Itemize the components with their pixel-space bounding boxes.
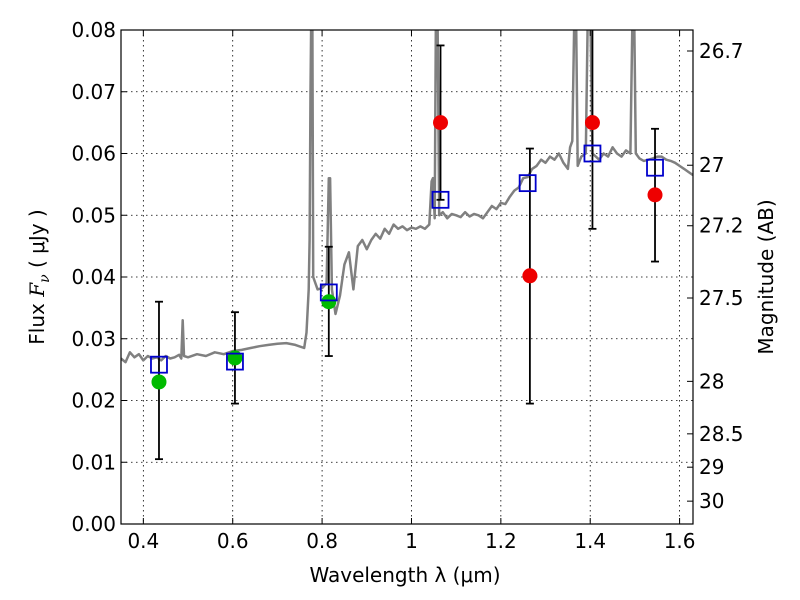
x-tick-label: 1.4 (574, 529, 606, 553)
errorbars (150, 30, 664, 461)
model-box-marker (583, 144, 602, 163)
y-axis-label-suffix: ( μJy ) (25, 209, 49, 274)
right-axis-label: Magnitude (AB) (754, 199, 778, 354)
model-box-marker (319, 283, 338, 302)
x-tick-label: 1 (405, 529, 418, 553)
y-tick-label: 0.00 (71, 512, 116, 536)
y-tick-label: 0.07 (71, 80, 116, 104)
x-tick-label: 0.4 (127, 529, 159, 553)
x-tick-label: 0.6 (217, 529, 249, 553)
model-box-marker (518, 174, 537, 193)
y-tick-label: 0.06 (71, 142, 116, 166)
red-data-point (433, 115, 449, 131)
model-box-marker (226, 352, 244, 371)
green-data-point (227, 350, 243, 366)
y-axis-label-prefix: Flux (25, 297, 49, 345)
red-data-point (584, 115, 600, 131)
right-tick-label: 27 (699, 153, 724, 177)
y-axis-label-subscript: ν (37, 274, 53, 283)
red-data-point (522, 268, 538, 284)
x-axis-label: Wavelength λ (μm) (309, 563, 500, 587)
x-tick-label: 1.6 (664, 529, 696, 553)
y-tick-label: 0.04 (71, 265, 116, 289)
green-data-point (151, 374, 167, 390)
red-data-point (647, 187, 663, 203)
right-tick-label: 26.7 (699, 39, 744, 63)
y-tick-label: 0.02 (71, 389, 116, 413)
x-tick-label: 0.8 (306, 529, 338, 553)
model-box-marker (431, 190, 450, 209)
right-tick-label: 27.2 (699, 214, 744, 238)
right-tick-label: 28 (699, 369, 724, 393)
model-box-marker (646, 158, 664, 177)
y-tick-label: 0.03 (71, 327, 116, 351)
y-axis-label-symbol: F (25, 282, 49, 298)
model-box-marker (150, 355, 168, 374)
y-tick-label: 0.01 (71, 450, 116, 474)
y-tick-label: 0.08 (71, 18, 116, 42)
right-tick-label: 28.5 (699, 422, 744, 446)
right-tick-label: 29 (699, 455, 724, 479)
axis-ticks: 0.4 0.6 0.8 1 1.2 1.4 1.6 0.00 0.01 0.02 0.03 0.04 0… (71, 18, 743, 553)
right-tick-label: 30 (699, 489, 724, 513)
y-axis-label: Flux Fν ( μJy ) (25, 209, 53, 344)
right-tick-label: 27.5 (699, 286, 744, 310)
x-tick-label: 1.2 (485, 529, 517, 553)
y-tick-label: 0.05 (71, 203, 116, 227)
green-data-point (321, 294, 337, 310)
